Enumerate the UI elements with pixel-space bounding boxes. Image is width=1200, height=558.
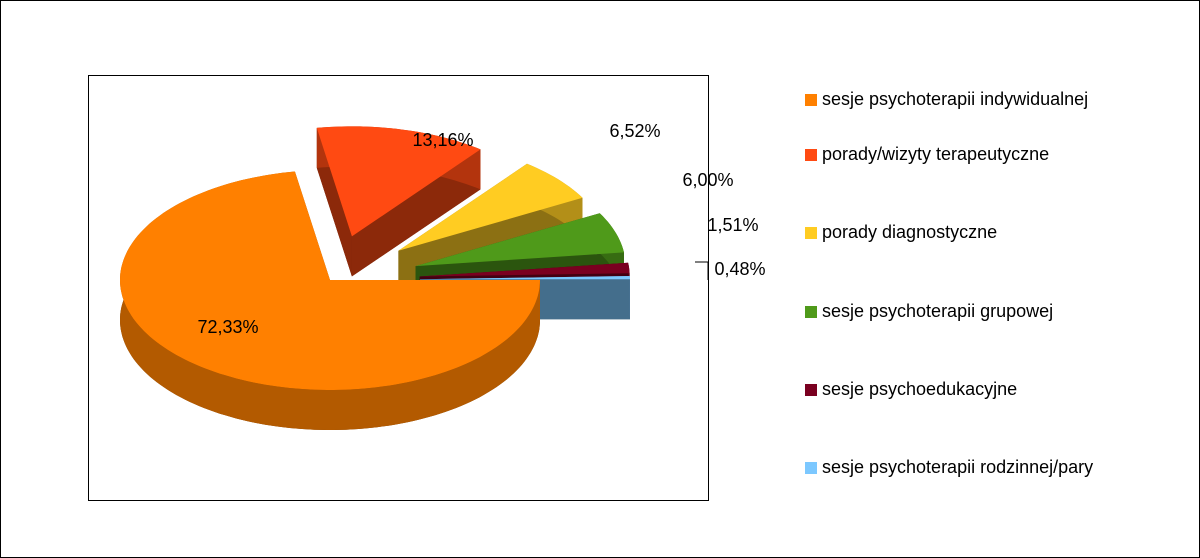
pie-slice bbox=[316, 126, 481, 277]
slice-top bbox=[398, 163, 583, 251]
legend-swatch bbox=[805, 227, 817, 239]
legend-label: sesje psychoterapii indywidualnej bbox=[822, 89, 1088, 109]
pie: 13,16% 6,52% 6,00% 1,51% 0,48% 72,33% bbox=[120, 121, 766, 430]
data-label: 13,16% bbox=[412, 130, 473, 150]
data-label: 72,33% bbox=[197, 317, 258, 337]
legend-label: sesje psychoterapii grupowej bbox=[822, 301, 1053, 321]
legend-label: sesje psychoedukacyjne bbox=[822, 379, 1017, 399]
legend-label: porady/wizyty terapeutyczne bbox=[822, 144, 1049, 164]
data-label: 1,51% bbox=[707, 215, 758, 235]
legend-swatch bbox=[805, 94, 817, 106]
data-label: 6,52% bbox=[609, 121, 660, 141]
legend-swatch bbox=[805, 306, 817, 318]
legend-swatch bbox=[805, 149, 817, 161]
plot-border bbox=[88, 75, 709, 501]
slice-wall bbox=[351, 149, 481, 277]
data-label: 0,48% bbox=[714, 259, 765, 279]
legend-swatch bbox=[805, 384, 817, 396]
legend: sesje psychoterapii indywidualnej porady/… bbox=[805, 89, 1093, 477]
slice-top bbox=[415, 213, 624, 267]
slice-top bbox=[316, 126, 481, 237]
leader-line bbox=[695, 261, 709, 280]
slice-top bbox=[120, 171, 540, 390]
data-label: 6,00% bbox=[682, 170, 733, 190]
legend-label: porady diagnostyczne bbox=[822, 222, 997, 242]
legend-label: sesje psychoterapii rodzinnej/pary bbox=[822, 457, 1093, 477]
legend-swatch bbox=[805, 462, 817, 474]
slice-top bbox=[420, 276, 630, 280]
slice-top bbox=[419, 262, 630, 277]
pie-slice bbox=[120, 171, 540, 430]
